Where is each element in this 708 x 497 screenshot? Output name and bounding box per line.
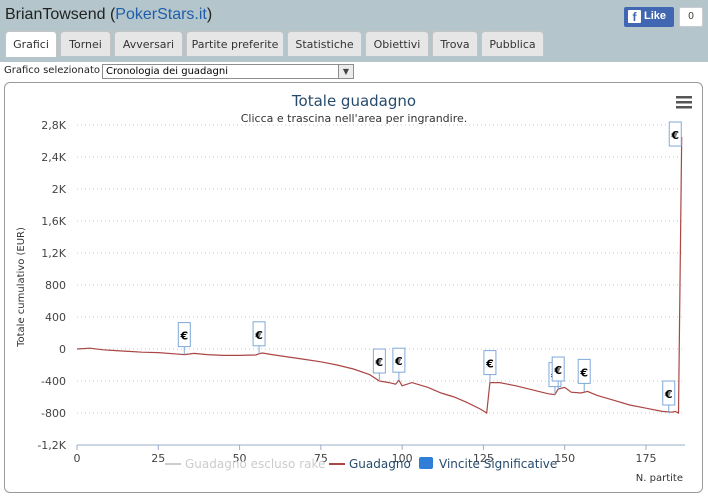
tab-pubblica[interactable]: Pubblica: [481, 31, 544, 56]
y-tick-label: 2,8K: [41, 119, 66, 132]
grid: [77, 124, 685, 446]
y-tick-label: 400: [45, 311, 66, 324]
chevron-down-icon[interactable]: ▼: [338, 65, 353, 78]
significant-win-flag[interactable]: €: [252, 321, 266, 354]
significant-win-flag[interactable]: €: [372, 348, 386, 381]
legend-item[interactable]: Guadagno: [329, 457, 411, 471]
flag-text: €: [670, 129, 679, 142]
menu-icon[interactable]: [676, 96, 692, 109]
x-tick-label: 50: [233, 452, 247, 465]
flag-text: €: [394, 355, 403, 368]
significant-win-flag[interactable]: €: [483, 350, 497, 383]
significant-win-flag[interactable]: €: [668, 121, 682, 147]
player-name: BrianTowsend: [5, 6, 106, 23]
player-title: BrianTowsend (PokerStars.it): [5, 6, 212, 24]
y-tick-label: -1,2K: [37, 439, 66, 452]
site-link[interactable]: PokerStars.it: [115, 6, 207, 23]
x-tick-label: 0: [74, 452, 81, 465]
x-tick-label: 100: [392, 452, 413, 465]
flag-text: €: [179, 330, 188, 343]
tab-obiettivi[interactable]: Obiettivi: [365, 31, 429, 56]
x-tick-label: 75: [314, 452, 328, 465]
significant-win-flag[interactable]: €: [177, 322, 191, 355]
y-tick-label: -400: [41, 375, 66, 388]
legend-item[interactable]: Vincite Significative: [419, 457, 557, 471]
y-tick-label: 0: [59, 343, 66, 356]
y-tick-label: 2K: [52, 183, 67, 196]
y-tick-label: 1,2K: [41, 247, 66, 260]
chart-title: Totale guadagno: [291, 92, 416, 110]
significant-win-flag[interactable]: €: [662, 380, 676, 413]
legend-label: Guadagno: [349, 457, 411, 471]
x-ticks: 0 25 50 75 100 125 150 175: [74, 445, 656, 465]
x-tick-label: 175: [635, 452, 656, 465]
legend-label: Guadagno escluso rake: [185, 457, 325, 471]
like-count: 0: [679, 7, 703, 27]
tab-partite-preferite[interactable]: Partite preferite: [186, 31, 284, 56]
significant-win-flag[interactable]: €: [392, 347, 406, 381]
y-tick-label: 800: [45, 279, 66, 292]
y-ticks: -1,2K -800 -400 0 400 800 1,2K 1,6K 2K 2,4K 2,8K: [37, 119, 66, 452]
flag-text: €: [579, 366, 588, 379]
close-paren: ): [206, 6, 213, 23]
flag-text: €: [485, 358, 494, 371]
tab-tornei[interactable]: Tornei: [60, 31, 111, 56]
chart-selector-label: Grafico selezionato: [4, 65, 101, 76]
flag-text: €: [375, 356, 384, 369]
chart-subtitle: Clicca e trascina nell'area per ingrandi…: [241, 112, 468, 125]
chart-panel: Totale guadagno Clicca e trascina nell'a…: [4, 82, 703, 493]
chart-select[interactable]: Cronologia dei guadagni ▼: [102, 64, 354, 79]
significant-win-flag[interactable]: €: [577, 358, 591, 392]
x-tick-label: 25: [151, 452, 165, 465]
facebook-icon: f: [628, 10, 641, 24]
legend-symbol: [419, 457, 433, 469]
y-tick-label: 1,6K: [41, 215, 66, 228]
x-tick-label: 150: [554, 452, 575, 465]
tab-trova[interactable]: Trova: [432, 31, 478, 56]
flag-text: €: [553, 364, 562, 377]
significant-win-flag[interactable]: €: [551, 356, 565, 389]
legend-label: Vincite Significative: [439, 457, 557, 471]
tab-bar: Grafici Tornei Avversari Partite preferi…: [0, 31, 708, 57]
series-line-guadagno[interactable]: [76, 136, 683, 415]
tab-avversari[interactable]: Avversari: [114, 31, 183, 56]
y-axis-label: Totale cumulativo (EUR): [16, 227, 27, 348]
x-tick-label: 125: [473, 452, 494, 465]
plot-area[interactable]: [76, 136, 683, 415]
chart-select-value: Cronologia dei guadagni: [106, 66, 228, 77]
like-label: Like: [644, 10, 667, 22]
earnings-chart[interactable]: Totale guadagno Clicca e trascina nell'a…: [5, 83, 702, 492]
flags[interactable]: €€€€€€€€€€: [177, 121, 682, 413]
legend-item[interactable]: Guadagno escluso rake: [165, 457, 325, 471]
legend[interactable]: Guadagno escluso rake Guadagno Vincite Sig…: [165, 457, 557, 471]
x-axis-label: N. partite: [636, 473, 683, 484]
y-tick-label: -800: [41, 407, 66, 420]
facebook-like-button[interactable]: f Like: [624, 7, 674, 27]
tab-statistiche[interactable]: Statistiche: [287, 31, 362, 56]
tab-grafici[interactable]: Grafici: [5, 31, 57, 57]
flag-text: €: [664, 388, 673, 401]
open-paren: (: [105, 6, 116, 23]
flag-text: €: [254, 329, 263, 342]
y-tick-label: 2,4K: [41, 151, 66, 164]
